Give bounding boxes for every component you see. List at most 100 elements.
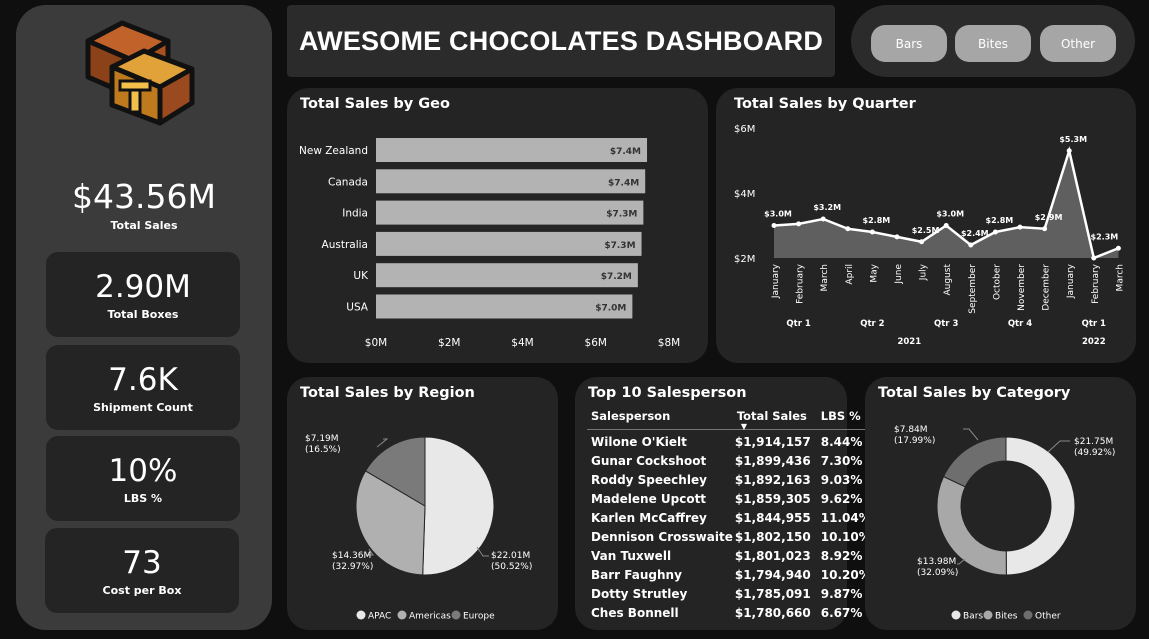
geo-bar-value-label: $7.4M bbox=[610, 147, 641, 157]
quarter-data-point[interactable] bbox=[1066, 148, 1072, 154]
salesperson-name-cell: Karlen McCaffrey bbox=[591, 511, 707, 525]
geo-bar[interactable] bbox=[376, 138, 648, 162]
geo-bar-value-label: $7.3M bbox=[606, 210, 637, 220]
legend-swatch bbox=[451, 610, 461, 620]
quarter-value-label: $2.8M bbox=[986, 216, 1014, 225]
total-sales-cell: $1,859,305 bbox=[734, 492, 811, 506]
quarter-value-label: $2.8M bbox=[863, 216, 891, 225]
quarter-month-label: September bbox=[968, 264, 978, 314]
slice-value-label: $7.84M bbox=[894, 425, 928, 435]
total-boxes-value: 2.90M bbox=[95, 269, 191, 305]
quarter-data-point[interactable] bbox=[992, 229, 998, 235]
quarter-data-point[interactable] bbox=[1017, 224, 1023, 230]
slice-other[interactable] bbox=[942, 436, 1007, 488]
slice-value-label: $13.98M bbox=[917, 557, 956, 567]
geo-bar[interactable] bbox=[376, 263, 638, 288]
region-chart-title: Total Sales by Region bbox=[300, 385, 475, 401]
legend-label[interactable]: Other bbox=[1035, 612, 1061, 622]
table-row[interactable]: Ches Bonnell $1,780,660 6.67% bbox=[587, 604, 871, 623]
quarter-value-label: $3.0M bbox=[936, 210, 964, 219]
table-row[interactable]: Van Tuxwell $1,801,023 8.92% bbox=[587, 547, 871, 566]
quarter-data-point[interactable] bbox=[796, 221, 802, 227]
col-total-sales-header[interactable]: Total Sales ▼ bbox=[732, 408, 811, 431]
table-row[interactable]: Gunar Cockshoot $1,899,436 7.30% bbox=[587, 452, 871, 471]
geo-bar-value-label: $7.3M bbox=[604, 241, 635, 251]
slice-europe[interactable] bbox=[364, 436, 426, 507]
region-pie-chart: $22.01M(50.52%) $14.36M(32.97%) $7.19M(16.… bbox=[305, 434, 532, 622]
page-title: AWESOME CHOCOLATES DASHBOARD bbox=[298, 25, 824, 56]
quarter-group-label: Qtr 4 bbox=[1008, 319, 1032, 329]
slice-leader-line bbox=[963, 428, 979, 441]
lbs-pct-value: 10% bbox=[108, 453, 178, 489]
geo-x-tick: $4M bbox=[511, 337, 533, 349]
quarter-month-label: July bbox=[919, 263, 929, 281]
quarter-data-point[interactable] bbox=[968, 242, 974, 248]
slicer-other-button[interactable]: Other bbox=[1040, 25, 1116, 62]
salesperson-name-cell: Madelene Upcott bbox=[591, 492, 707, 506]
geo-category-label: New Zealand bbox=[299, 145, 368, 157]
quarter-chart-panel: Total Sales by Quarter $6M $4M $2M $3.0M $3.… bbox=[716, 88, 1136, 363]
quarter-area-chart: $6M $4M $2M $3.0M $3.2M $2.8M $2.5M $3.0M $2.4M $… bbox=[734, 124, 1125, 347]
legend-swatch bbox=[951, 610, 961, 620]
geo-bar[interactable] bbox=[376, 294, 633, 319]
quarter-month-label: June bbox=[894, 264, 904, 285]
lbs-pct-cell: 6.67% bbox=[820, 606, 863, 620]
quarter-data-point[interactable] bbox=[820, 216, 826, 222]
lbs-pct-cell: 9.03% bbox=[820, 473, 863, 487]
col-salesperson-header[interactable]: Salesperson bbox=[587, 408, 733, 430]
slice-americas[interactable] bbox=[355, 470, 426, 576]
geo-chart-panel: Total Sales by Geo New Zealand $7.4M Canad… bbox=[287, 88, 708, 363]
slice-value-label: $14.36M bbox=[332, 551, 371, 561]
slice-pct-label: (50.52%) bbox=[491, 562, 532, 572]
table-row[interactable]: Karlen McCaffrey $1,844,955 11.04% bbox=[587, 509, 871, 528]
table-row[interactable]: Barr Faughny $1,794,940 10.20% bbox=[587, 566, 871, 585]
quarter-data-point[interactable] bbox=[869, 229, 875, 235]
lbs-pct-cell: 10.20% bbox=[820, 568, 871, 582]
slice-value-label: $22.01M bbox=[491, 551, 530, 561]
slice-pct-label: (32.09%) bbox=[917, 568, 958, 578]
table-row[interactable]: Wilone O'Kielt $1,914,157 8.44% bbox=[587, 430, 871, 452]
legend-label[interactable]: Bites bbox=[995, 612, 1018, 622]
quarter-data-point[interactable] bbox=[894, 234, 900, 240]
shipment-count-card: 7.6K Shipment Count bbox=[46, 345, 240, 430]
quarter-data-point[interactable] bbox=[943, 223, 949, 228]
quarter-data-point[interactable] bbox=[1115, 245, 1121, 251]
quarter-value-label: $5.3M bbox=[1059, 135, 1087, 144]
salesperson-name-cell: Wilone O'Kielt bbox=[591, 435, 687, 450]
legend-label[interactable]: Americas bbox=[409, 612, 451, 622]
table-row[interactable]: Dotty Strutley $1,785,091 9.87% bbox=[587, 585, 871, 604]
quarter-y-tick: $6M bbox=[734, 124, 755, 135]
slice-pct-label: (32.97%) bbox=[332, 562, 373, 572]
legend-label[interactable]: Europe bbox=[463, 612, 495, 622]
quarter-data-point[interactable] bbox=[1091, 255, 1097, 261]
lbs-pct-card: 10% LBS % bbox=[46, 436, 240, 521]
quarter-data-point[interactable] bbox=[771, 223, 777, 228]
geo-bar[interactable] bbox=[376, 200, 644, 225]
quarter-data-point[interactable] bbox=[919, 239, 925, 245]
legend-swatch bbox=[1023, 610, 1033, 620]
slicer-bars-button[interactable]: Bars bbox=[871, 25, 947, 62]
table-row[interactable]: Roddy Speechley $1,892,163 9.03% bbox=[587, 471, 871, 490]
category-donut-chart: $21.75M(49.92%) $13.98M(32.09%) $7.84M(17.… bbox=[894, 425, 1115, 622]
slicer-bites-button[interactable]: Bites bbox=[955, 25, 1031, 62]
quarter-data-point[interactable] bbox=[1042, 226, 1048, 232]
geo-bar[interactable] bbox=[376, 169, 646, 194]
total-sales-cell: $1,801,023 bbox=[734, 549, 811, 563]
geo-bar[interactable] bbox=[376, 231, 642, 256]
slice-apac[interactable] bbox=[422, 436, 495, 576]
quarter-month-label: February bbox=[796, 263, 806, 304]
slice-pct-label: (16.5%) bbox=[305, 445, 341, 455]
table-row[interactable]: Madelene Upcott $1,859,305 9.62% bbox=[587, 490, 871, 509]
salesperson-name-cell: Gunar Cockshoot bbox=[591, 454, 707, 468]
geo-chart-title: Total Sales by Geo bbox=[300, 96, 450, 112]
quarter-data-point[interactable] bbox=[845, 226, 851, 232]
slice-bars[interactable] bbox=[1005, 436, 1076, 576]
salesperson-table: Salesperson Total Sales ▼ LBS % Wilone O'… bbox=[587, 408, 871, 623]
kpi-sidebar: $43.56M Total Sales 2.90M Total Boxes 7.… bbox=[16, 5, 272, 630]
col-lbs-pct-header[interactable]: LBS % bbox=[810, 408, 871, 430]
geo-category-label: Australia bbox=[322, 239, 368, 251]
legend-label[interactable]: Bars bbox=[963, 612, 983, 622]
legend-label[interactable]: APAC bbox=[368, 612, 391, 622]
table-row[interactable]: Dennison Crosswaite $1,802,150 10.10% bbox=[587, 528, 871, 547]
salesperson-name-cell: Van Tuxwell bbox=[591, 549, 672, 563]
